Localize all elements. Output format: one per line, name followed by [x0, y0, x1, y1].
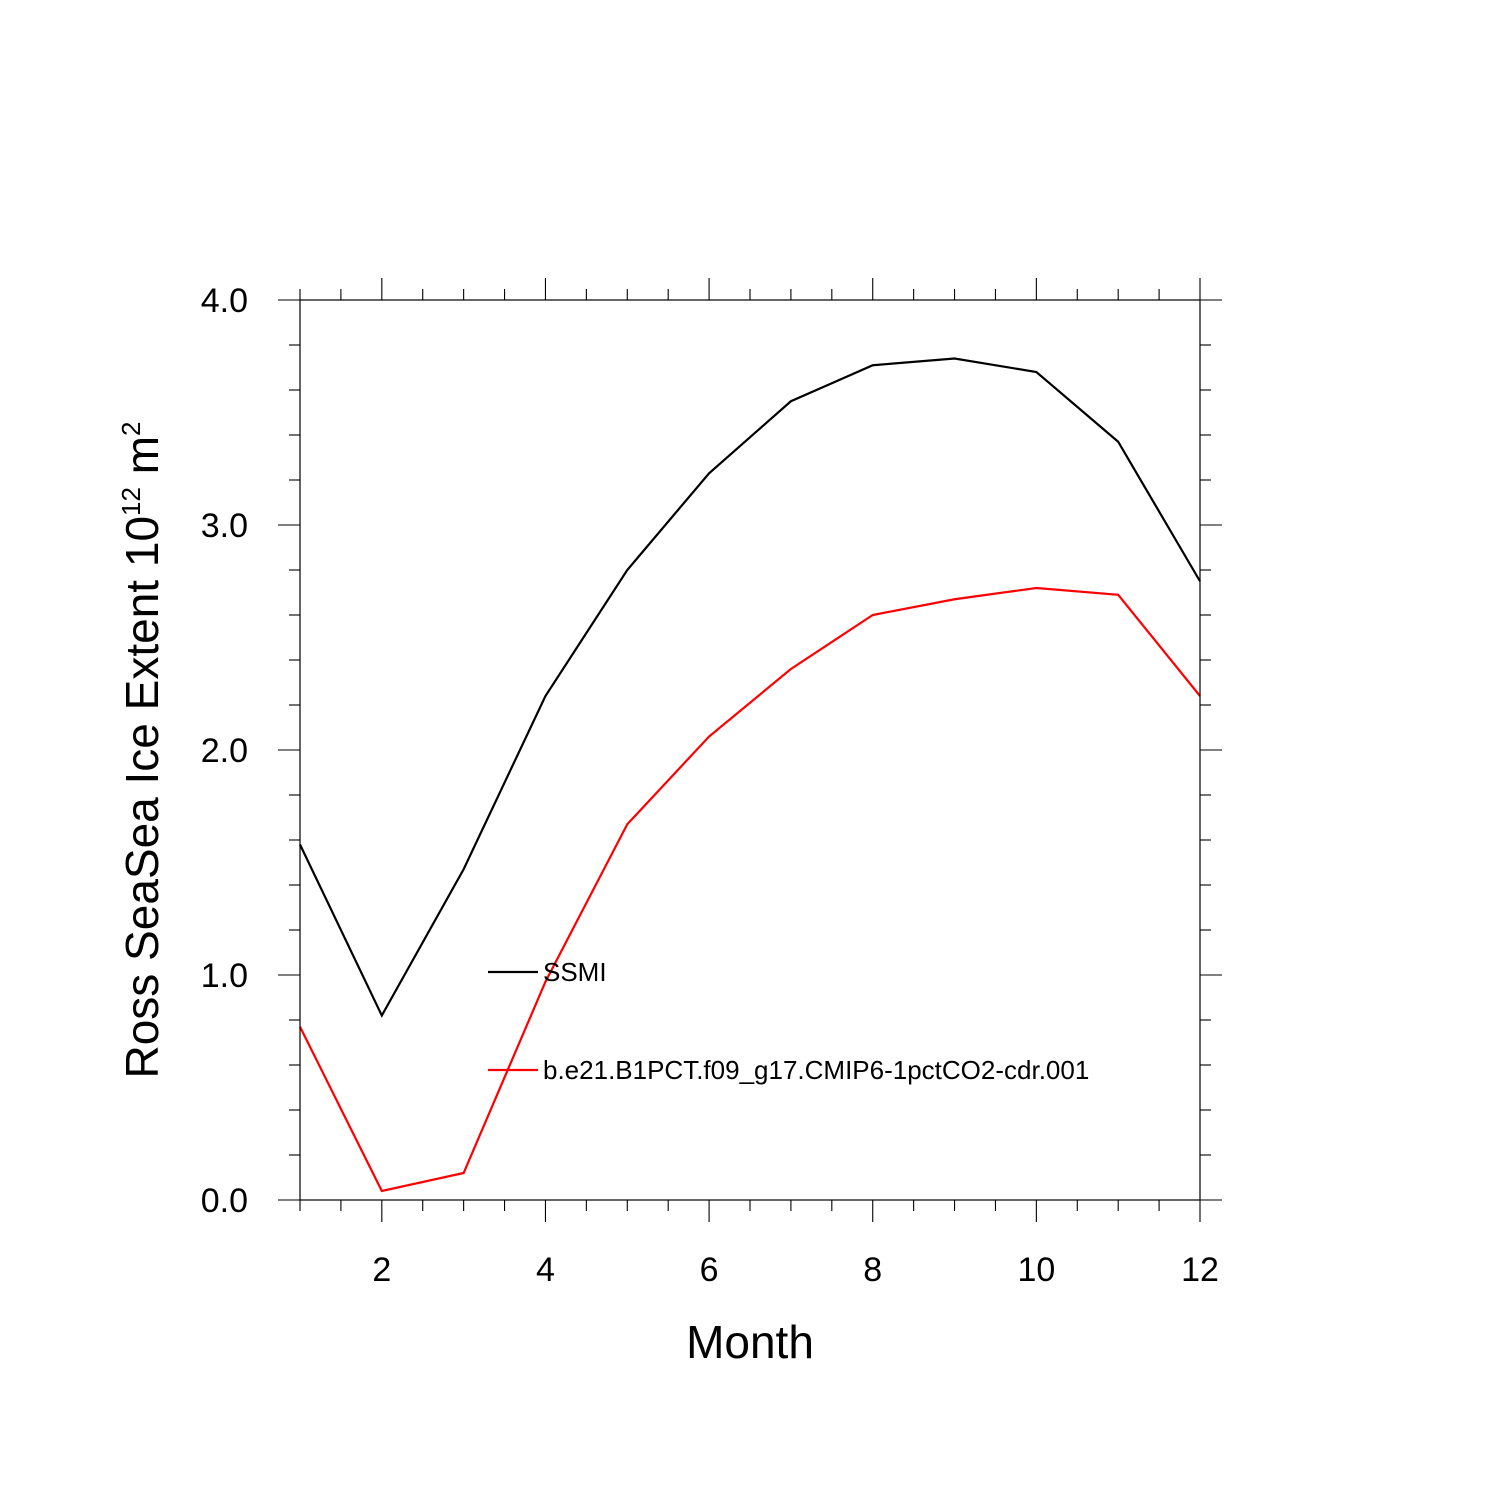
y-axis-title-unit: m	[116, 436, 168, 487]
series-layer	[299, 357, 1201, 1193]
y-tick-label: 3.0	[201, 507, 248, 545]
y-axis-title-unit-exponent: 2	[116, 421, 146, 435]
x-tick-label: 4	[536, 1251, 555, 1289]
x-tick-label: 8	[863, 1251, 882, 1289]
tick-labels: 2 4 6 8 10 12 0.0 1.0 2.0 3.0 4.0	[201, 282, 1219, 1289]
x-tick-label: 10	[1017, 1251, 1055, 1289]
plot-frame	[299, 299, 1201, 1201]
y-axis-title-exponent: 12	[116, 487, 146, 516]
x-tick-label: 2	[372, 1251, 391, 1289]
x-axis-title: Month	[686, 1316, 814, 1368]
series-line-2	[299, 586, 1201, 1193]
legend-label-1: SSMI	[543, 957, 607, 987]
y-axis-title-text: Ross SeaSea Ice Extent 10	[116, 516, 168, 1079]
series-line-1	[299, 357, 1201, 1018]
x-tick-label: 6	[700, 1251, 719, 1289]
y-tick-label: 4.0	[201, 282, 248, 320]
y-tick-label: 0.0	[201, 1182, 248, 1220]
x-tick-label: 12	[1181, 1251, 1219, 1289]
y-axis-title: Ross SeaSea Ice Extent 1012 m2	[116, 421, 168, 1078]
legend-label-2: b.e21.B1PCT.f09_g17.CMIP6-1pctCO2-cdr.00…	[543, 1055, 1089, 1085]
axis-ticks	[278, 278, 1222, 1222]
y-tick-label: 2.0	[201, 732, 248, 770]
legend: SSMI b.e21.B1PCT.f09_g17.CMIP6-1pctCO2-cd…	[488, 957, 1089, 1085]
y-tick-label: 1.0	[201, 957, 248, 995]
